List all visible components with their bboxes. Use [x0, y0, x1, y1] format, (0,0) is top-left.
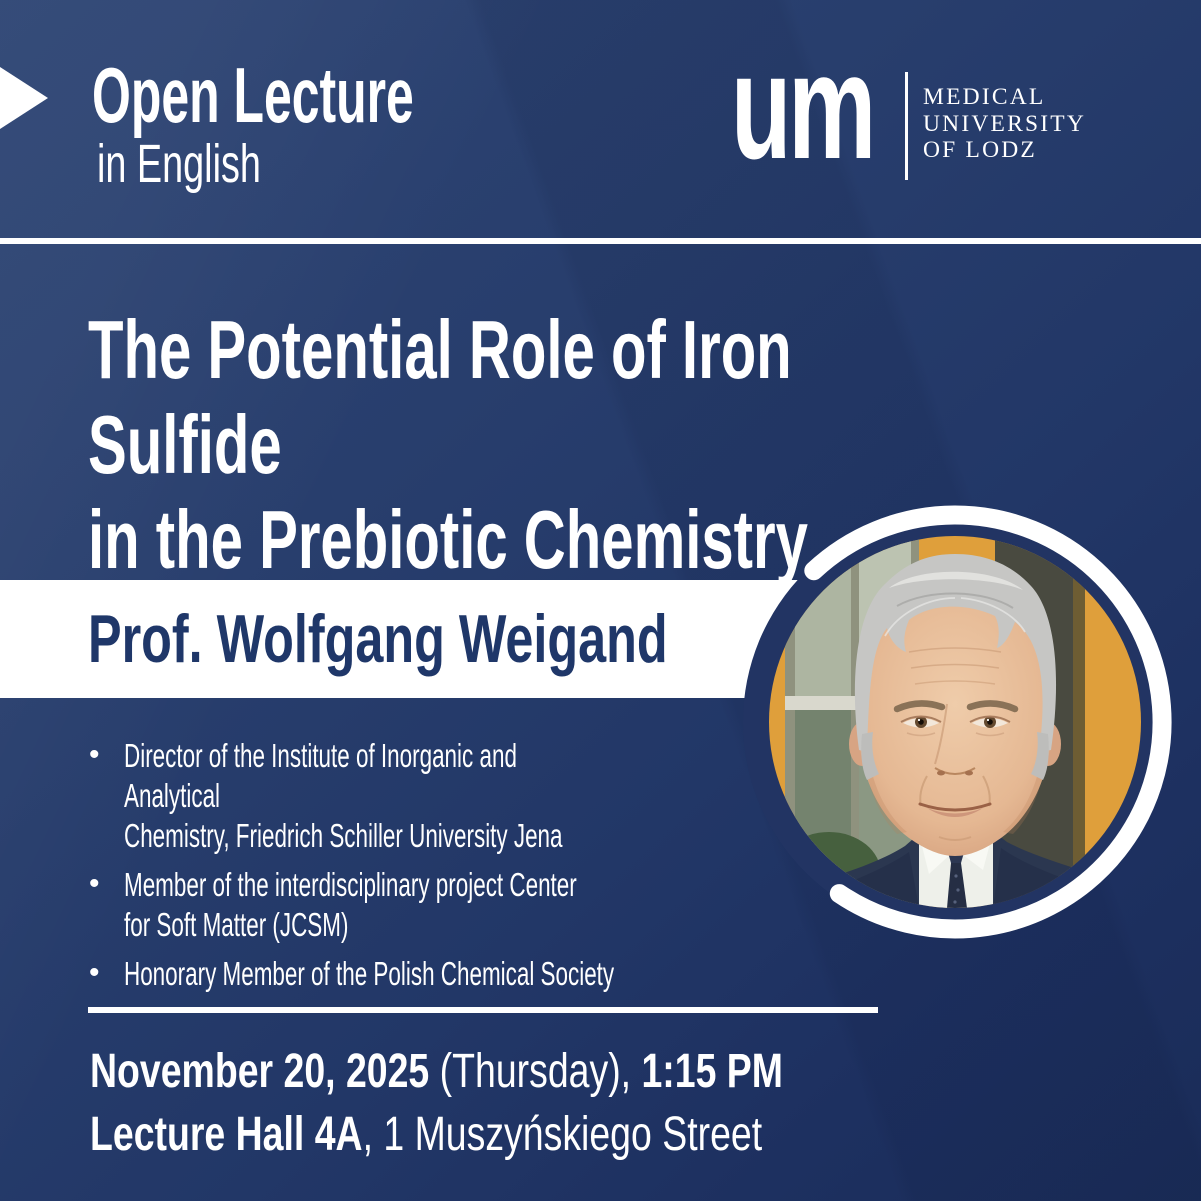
- event-date: November 20, 2025: [90, 1045, 430, 1098]
- speaker-name: Prof. Wolfgang Weigand: [88, 601, 668, 677]
- lecture-title-line-2: in the Prebiotic Chemistry: [88, 493, 808, 586]
- logo-name-line-3: OF LODZ: [923, 137, 1037, 163]
- kicker-subtitle-text: in English: [97, 134, 261, 194]
- bullet-dot-icon: •: [89, 738, 100, 771]
- footer-separator-line: [88, 1007, 878, 1013]
- bullet-dot-icon: •: [89, 956, 100, 989]
- list-item: • Director of the Institute of Inorganic…: [89, 737, 563, 854]
- bullet-dot-icon: •: [89, 867, 100, 900]
- lecture-title-line-1: The Potential Role of Iron Sulfide: [88, 303, 792, 491]
- lecture-title: The Potential Role of Iron Sulfide in th…: [88, 302, 1201, 587]
- list-item: • Honorary Member of the Polish Chemical…: [89, 955, 615, 992]
- speaker-bullet-list: • Director of the Institute of Inorganic…: [88, 736, 848, 1003]
- event-details: November 20, 2025 (Thursday), 1:15 PM Le…: [90, 1040, 978, 1166]
- kicker-title-text: Open Lecture: [92, 51, 414, 139]
- university-logo-mark: um: [731, 22, 946, 190]
- event-venue-line: Lecture Hall 4A, 1 Muszyńskiego Street: [90, 1103, 978, 1166]
- list-item: • Member of the interdisciplinary projec…: [89, 866, 577, 943]
- play-triangle-icon: [0, 67, 48, 129]
- kicker-title: Open Lecture: [92, 55, 595, 135]
- event-day: (Thursday),: [429, 1045, 642, 1098]
- logo-name-line-1: MEDICAL: [923, 84, 1046, 110]
- university-logo-mark-text: um: [731, 22, 876, 190]
- event-hall: Lecture Hall 4A: [90, 1108, 363, 1161]
- logo-divider-rule: [905, 72, 908, 180]
- event-date-line: November 20, 2025 (Thursday), 1:15 PM: [90, 1040, 978, 1103]
- event-address: , 1 Muszyńskiego Street: [362, 1108, 763, 1161]
- university-logo-name: MEDICAL UNIVERSITY OF LODZ: [923, 84, 1086, 164]
- logo-name-line-2: UNIVERSITY: [923, 110, 1086, 137]
- header-separator-line: [0, 238, 1201, 244]
- kicker-subtitle: in English: [97, 136, 331, 192]
- event-time: 1:15 PM: [641, 1045, 783, 1098]
- speaker-name-band: Prof. Wolfgang Weigand: [0, 580, 872, 698]
